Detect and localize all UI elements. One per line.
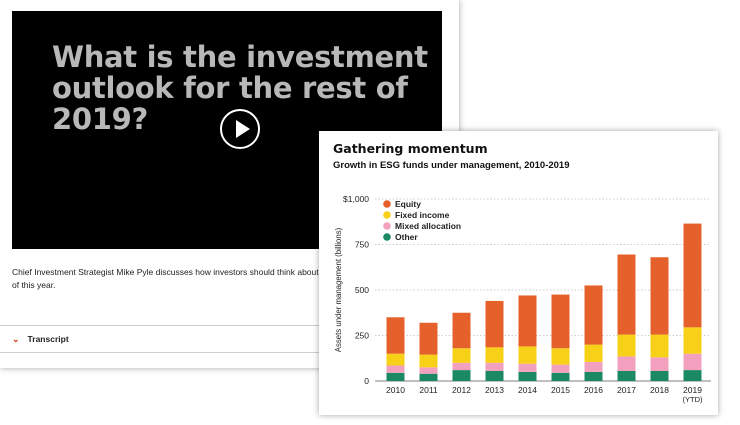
bar-segment bbox=[584, 344, 603, 362]
transcript-label: Transcript bbox=[27, 334, 69, 344]
bar-segment bbox=[650, 257, 669, 335]
x-tick-label: 2015 bbox=[551, 385, 570, 395]
x-tick-label: 2012 bbox=[452, 385, 471, 395]
bar-segment bbox=[485, 300, 504, 348]
bar-segment bbox=[650, 334, 669, 358]
legend-entry: Fixed income bbox=[395, 210, 450, 220]
bar-segment bbox=[617, 254, 636, 335]
legend-swatch bbox=[383, 222, 391, 230]
divider bbox=[0, 352, 320, 353]
legend-entry: Mixed allocation bbox=[395, 221, 461, 231]
x-tick-label: 2010 bbox=[386, 385, 405, 395]
bar-segment bbox=[518, 363, 537, 372]
y-tick-label: $1,000 bbox=[343, 194, 369, 204]
bar-segment bbox=[551, 348, 570, 365]
bar-segment bbox=[584, 285, 603, 345]
bar-segment bbox=[683, 327, 702, 354]
x-tick-label: 2018 bbox=[650, 385, 669, 395]
bar-segment bbox=[452, 370, 471, 381]
chart-title: Gathering momentum bbox=[333, 141, 488, 156]
x-tick-label: 2011 bbox=[419, 385, 438, 395]
bar-segment bbox=[386, 372, 405, 381]
bar-segment bbox=[485, 347, 504, 363]
bar-segment bbox=[584, 371, 603, 381]
bar-segment bbox=[551, 364, 570, 373]
bar-segment bbox=[452, 312, 471, 349]
bar-segment bbox=[617, 356, 636, 371]
video-caption: Chief Investment Strategist Mike Pyle di… bbox=[12, 267, 331, 290]
bar-segment bbox=[386, 365, 405, 373]
bar-segment bbox=[650, 357, 669, 371]
bar-segment bbox=[419, 354, 438, 368]
bar-segment bbox=[452, 362, 471, 371]
x-tick-label: 2013 bbox=[485, 385, 504, 395]
bar-segment bbox=[551, 294, 570, 349]
bar-segment bbox=[485, 362, 504, 371]
bar-segment bbox=[518, 346, 537, 364]
video-player[interactable]: What is the investment outlook for the r… bbox=[12, 11, 442, 249]
bar-segment bbox=[617, 334, 636, 357]
bar-segment bbox=[386, 317, 405, 354]
play-button-icon[interactable] bbox=[220, 109, 260, 149]
bar-segment bbox=[650, 370, 669, 381]
bar-segment bbox=[419, 367, 438, 374]
transcript-toggle[interactable]: ⌄ Transcript bbox=[12, 334, 69, 345]
stacked-bar-chart: $1,000 750 500 250 0 Assets under management … bbox=[334, 194, 711, 404]
y-tick-label: 0 bbox=[364, 376, 369, 386]
chart-subtitle: Growth in ESG funds under management, 20… bbox=[333, 160, 570, 171]
bar-segment bbox=[683, 223, 702, 328]
bar-segment bbox=[419, 322, 438, 355]
bar-segment bbox=[485, 370, 504, 381]
x-tick-label: 2014 bbox=[518, 385, 537, 395]
y-axis-label: Assets under management (billions) bbox=[334, 227, 343, 352]
legend-swatch bbox=[383, 233, 391, 241]
divider bbox=[0, 325, 320, 326]
bar-segment bbox=[617, 370, 636, 381]
x-tick-sublabel: (YTD) bbox=[683, 395, 703, 404]
bar-segment bbox=[386, 353, 405, 366]
bar-segment bbox=[683, 370, 702, 381]
bar-segment bbox=[419, 373, 438, 381]
y-tick-label: 500 bbox=[355, 285, 369, 295]
y-tick-label: 750 bbox=[355, 240, 369, 250]
chevron-down-icon: ⌄ bbox=[12, 334, 20, 344]
y-tick-label: 250 bbox=[355, 331, 369, 341]
chart-card: Gathering momentum Growth in ESG funds u… bbox=[319, 131, 718, 415]
bar-segment bbox=[584, 361, 603, 372]
x-tick-label: 2017 bbox=[617, 385, 636, 395]
bar-segment bbox=[518, 295, 537, 347]
legend-swatch bbox=[383, 200, 391, 208]
x-tick-label: 2016 bbox=[584, 385, 603, 395]
x-tick-label: 2019 bbox=[683, 385, 702, 395]
bar-segment bbox=[518, 371, 537, 381]
legend-entry: Other bbox=[395, 232, 418, 242]
bar-segment bbox=[683, 353, 702, 371]
video-title: What is the investment outlook for the r… bbox=[52, 40, 428, 136]
bar-segment bbox=[551, 372, 570, 381]
bar-segment bbox=[452, 348, 471, 363]
legend-swatch bbox=[383, 211, 391, 219]
legend-entry: Equity bbox=[395, 199, 421, 209]
